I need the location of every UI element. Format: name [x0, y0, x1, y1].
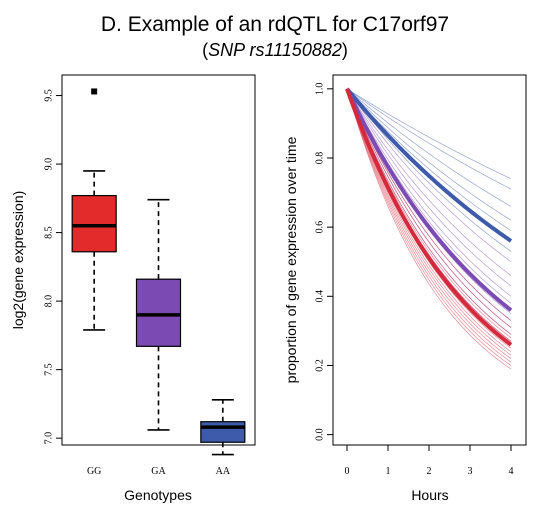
decay-y-tick-label-4: 0.8 — [315, 152, 326, 165]
boxplot-y-axis-title: log2(gene expression) — [10, 191, 26, 330]
boxplot-x-tick-label-2: AA — [216, 466, 231, 477]
decay-x-tick-label-2: 2 — [427, 466, 432, 477]
subtitle-open-paren: ( — [202, 40, 208, 60]
boxplot-x-tick-label-0: GG — [87, 466, 101, 477]
decay-bold-line-ga — [345, 87, 513, 312]
box-aa — [200, 398, 246, 456]
decay-thin-line-8 — [346, 88, 512, 356]
decay-thin-line-2 — [346, 88, 512, 335]
box-ga — [135, 198, 182, 431]
boxplot-x-axis: GG GA AA — [87, 466, 231, 477]
decay-y-tick-label-2: 0.4 — [315, 290, 326, 303]
decay-panel: 0.0 0.2 0.4 0.6 0.8 1.0 0 1 2 3 4 Hours proportio… — [283, 74, 527, 503]
decay-thin-line-6 — [346, 88, 512, 349]
decay-x-axis-title: Hours — [411, 487, 448, 503]
boxplot-x-tick-label-1: GA — [151, 466, 166, 477]
boxplot-y-axis: 7.0 7.5 8.0 8.5 9.0 9.5 — [44, 89, 62, 445]
decay-y-tick-label-1: 0.2 — [315, 359, 326, 372]
decay-x-tick-label-4: 4 — [509, 466, 514, 477]
decay-thin-line-8 — [346, 88, 512, 335]
decay-thin-line-0 — [346, 88, 512, 321]
boxplot-y-tick-label-1: 7.5 — [44, 363, 55, 376]
boxplot-y-tick-label-5: 9.5 — [44, 89, 55, 102]
decay-thin-line-7 — [346, 88, 512, 352]
box-body — [71, 194, 117, 253]
decay-thin-line-3 — [346, 88, 512, 339]
box-outlier-0 — [91, 88, 98, 95]
decay-series-ga — [346, 88, 512, 342]
box-body — [200, 421, 246, 443]
decay-x-tick-label-0: 0 — [345, 466, 350, 477]
decay-y-axis-title: proportion of gene expression over time — [283, 136, 299, 383]
boxplot-y-tick-label-0: 7.0 — [44, 432, 55, 445]
box-body — [135, 278, 182, 347]
decay-x-axis: 0 1 2 3 4 — [345, 445, 514, 477]
decay-curves — [345, 87, 513, 370]
decay-thin-line-10 — [346, 88, 512, 363]
boxplot-y-tick-label-2: 8.0 — [44, 295, 55, 308]
figure-subtitle: (SNP rs11150882) — [202, 40, 348, 60]
decay-thin-line-1 — [346, 88, 512, 328]
decay-thin-line-3 — [346, 88, 512, 297]
decay-thin-line-2 — [346, 88, 512, 287]
decay-thin-line-12 — [346, 88, 512, 370]
decay-thin-line-1 — [346, 88, 512, 276]
box-gg — [71, 88, 117, 331]
figure-title: D. Example of an rdQTL for C17orf97 — [101, 13, 449, 36]
subtitle-snp: SNP rs11150882 — [208, 40, 342, 60]
boxplot-marks — [71, 88, 246, 456]
decay-bold-line-aa — [345, 87, 513, 243]
decay-x-tick-label-3: 3 — [468, 466, 473, 477]
decay-thin-line-4 — [346, 88, 512, 304]
decay-x-tick-label-1: 1 — [386, 466, 391, 477]
decay-thin-line-2 — [346, 88, 512, 207]
boxplot-frame — [61, 74, 256, 446]
boxplot-y-tick-label-3: 8.5 — [44, 226, 55, 239]
boxplot-y-tick-label-4: 9.0 — [44, 158, 55, 171]
decay-thin-line-0 — [346, 88, 512, 263]
decay-y-axis: 0.0 0.2 0.4 0.6 0.8 1.0 — [315, 83, 333, 441]
subtitle-close-paren: ) — [342, 40, 348, 60]
decay-y-tick-label-0: 0.0 — [315, 428, 326, 441]
decay-thin-line-1 — [346, 88, 512, 190]
decay-bold-line-gg — [345, 88, 513, 347]
decay-thin-line-3 — [346, 88, 512, 221]
decay-thin-line-11 — [346, 88, 512, 366]
decay-y-tick-label-3: 0.6 — [315, 221, 326, 234]
decay-thin-line-9 — [346, 88, 512, 359]
decay-y-tick-label-5: 1.0 — [315, 83, 326, 96]
boxplot-panel: 7.0 7.5 8.0 8.5 9.0 9.5 GG GA AA Genotypes log2… — [10, 74, 256, 503]
decay-thin-line-0 — [346, 88, 512, 180]
boxplot-x-axis-title: Genotypes — [124, 487, 192, 503]
